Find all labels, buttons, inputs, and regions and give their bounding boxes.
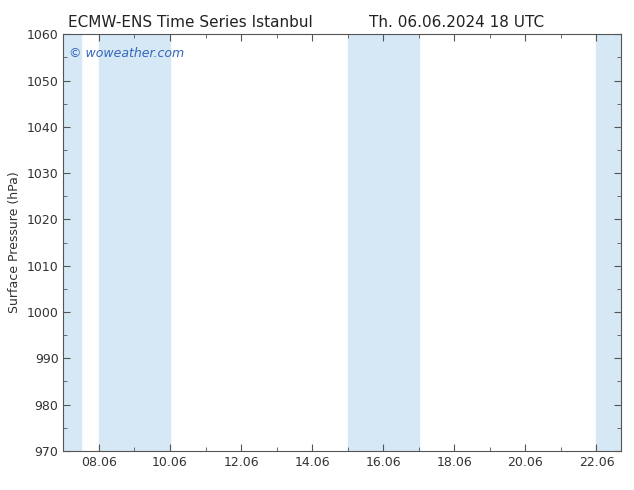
Text: © woweather.com: © woweather.com — [69, 47, 184, 60]
Bar — [597, 34, 621, 451]
Y-axis label: Surface Pressure (hPa): Surface Pressure (hPa) — [8, 172, 21, 314]
Text: Th. 06.06.2024 18 UTC: Th. 06.06.2024 18 UTC — [369, 15, 544, 30]
Bar — [99, 34, 170, 451]
Bar — [347, 34, 419, 451]
Bar — [63, 34, 81, 451]
Text: ECMW-ENS Time Series Istanbul: ECMW-ENS Time Series Istanbul — [68, 15, 313, 30]
